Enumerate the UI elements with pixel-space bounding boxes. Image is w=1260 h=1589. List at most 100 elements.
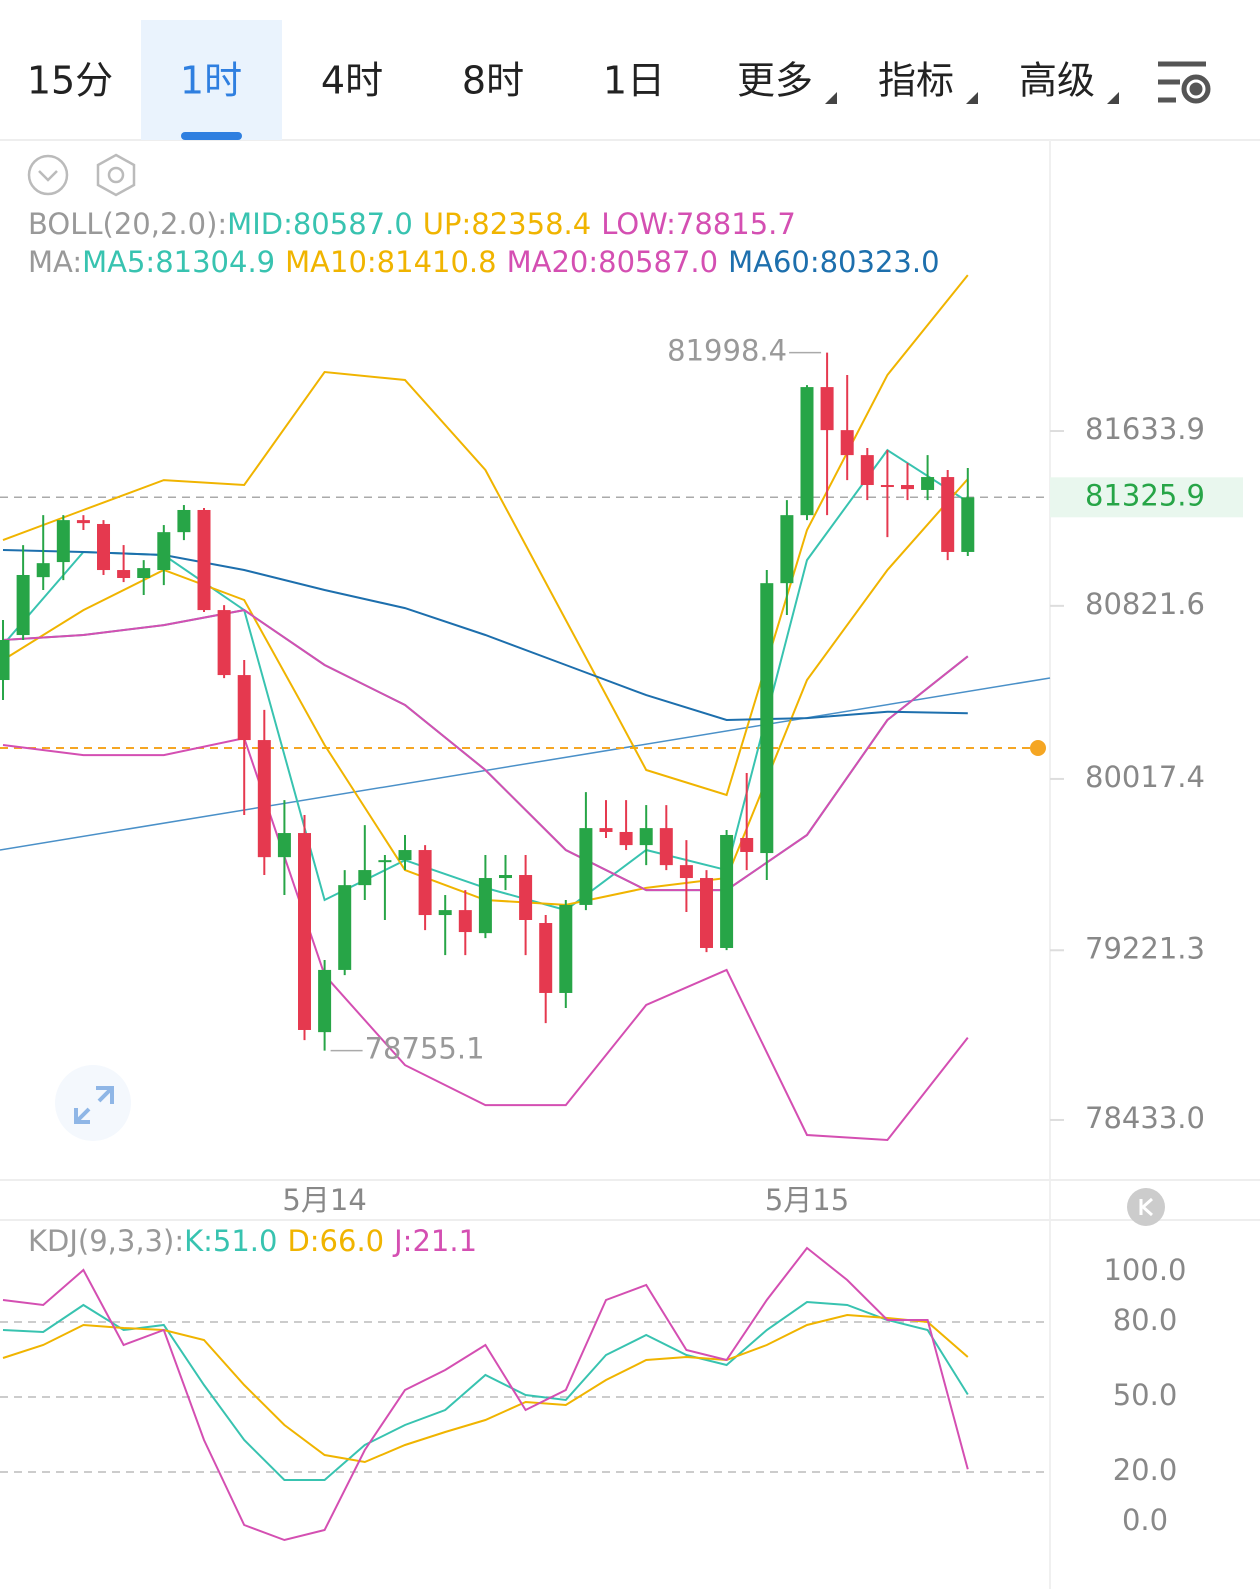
candle-body [237, 675, 251, 741]
candle-body [177, 509, 191, 533]
reset-icon [1139, 1197, 1153, 1217]
candle-body [0, 639, 10, 681]
candle-body [539, 923, 553, 993]
y-tick-label: 81633.9 [1085, 412, 1205, 446]
candle-body [318, 969, 332, 1033]
candle-body [760, 583, 774, 854]
candle-body [277, 833, 291, 858]
tab-label[interactable]: 8时 [462, 59, 524, 103]
legend-entry: K:51.0 [184, 1224, 277, 1258]
candle-body [117, 570, 131, 578]
y-tick-label: 78433.0 [1085, 1101, 1205, 1135]
candle-body [519, 875, 533, 920]
y-tick-label: 80821.6 [1085, 587, 1205, 621]
candle-body [720, 834, 734, 948]
candle-body [740, 837, 754, 852]
candle-body [398, 850, 412, 861]
candle-body [76, 520, 90, 524]
tab-label[interactable]: 4时 [321, 59, 383, 103]
tab-label[interactable]: 指标 [878, 59, 954, 103]
legend-entry: MA5:81304.9 [82, 245, 275, 279]
candle-body [499, 875, 513, 879]
max-label: 81998.4 [667, 334, 787, 368]
expand-button[interactable] [55, 1065, 131, 1141]
candle-body [559, 904, 573, 993]
candle-body [36, 563, 50, 578]
settings-hex-icon[interactable] [96, 153, 136, 197]
legend: BOLL(20,2.0):MID:80587.0 UP:82358.4 LOW:78… [28, 207, 796, 241]
candle-body [619, 831, 633, 846]
candle-body [679, 865, 693, 879]
y-tick-label: 80.0 [1113, 1303, 1178, 1337]
legend-title: BOLL(20,2.0): [28, 207, 227, 241]
candle-body [197, 509, 211, 611]
active-tab-bg [141, 20, 282, 140]
reset-button[interactable] [1127, 1188, 1165, 1226]
candle-body [941, 477, 955, 552]
legend-title: KDJ(9,3,3): [28, 1224, 184, 1258]
candle-body [579, 828, 593, 905]
candle-body [921, 477, 935, 490]
alert-dot[interactable] [1030, 740, 1046, 756]
y-tick-label: 50.0 [1113, 1378, 1178, 1412]
y-tick-label: 79221.3 [1085, 931, 1205, 965]
last-price-badge [1050, 477, 1243, 518]
x-tick-label: 5月15 [765, 1183, 849, 1217]
candle-body [639, 828, 653, 846]
indicator-line [2, 274, 969, 797]
candle-body [418, 850, 432, 916]
candle-body [458, 910, 472, 933]
candle-body [820, 387, 834, 431]
candle-body [438, 910, 452, 916]
indicator-line [2, 609, 969, 892]
tab-label[interactable]: 高级 [1019, 59, 1095, 103]
candle-body [378, 860, 392, 863]
candle-body [800, 387, 814, 516]
candle-body [780, 515, 794, 584]
indicator-line [2, 1300, 969, 1481]
candle-body [880, 485, 894, 488]
candle-body [56, 520, 70, 563]
tab-label[interactable]: 1日 [603, 59, 665, 103]
candle-body [298, 833, 312, 1030]
legend-entry: J:21.1 [392, 1224, 477, 1258]
tab-label[interactable]: 更多 [737, 59, 813, 103]
x-tick-label: 5月14 [282, 1183, 366, 1217]
candle-body [16, 574, 30, 636]
y-tick-label: 100.0 [1103, 1253, 1186, 1287]
candle-body [97, 523, 111, 571]
candle-body [478, 878, 492, 934]
candle-body [358, 870, 372, 886]
dropdown-indicator [825, 92, 837, 104]
legend-entry: MID:80587.0 [227, 207, 413, 241]
candle-body [257, 740, 271, 858]
last-price-label: 81325.9 [1085, 478, 1205, 512]
y-tick-label: 0.0 [1122, 1503, 1168, 1537]
legend-entry: LOW:78815.7 [601, 207, 796, 241]
candle-body [338, 885, 352, 970]
legend-entry: MA20:80587.0 [507, 245, 718, 279]
legend: KDJ(9,3,3):K:51.0 D:66.0 J:21.1 [28, 1224, 477, 1258]
collapse-chevron [38, 170, 58, 182]
settings-hex-dot [107, 166, 125, 184]
dropdown-indicator [966, 92, 978, 104]
tab-label[interactable]: 1时 [180, 59, 242, 103]
candle-body [860, 455, 874, 486]
collapse-icon[interactable] [27, 154, 69, 196]
tab-label[interactable]: 15分 [27, 59, 113, 103]
expand-icon [74, 1086, 114, 1124]
indicator-line [2, 1246, 969, 1542]
candle-body [217, 610, 231, 676]
candle-body [599, 828, 613, 832]
legend-entry: UP:82358.4 [423, 207, 591, 241]
dropdown-indicator [1107, 92, 1119, 104]
y-tick-label: 20.0 [1113, 1453, 1178, 1487]
candle-body [137, 568, 151, 578]
legend: MA:MA5:81304.9 MA10:81410.8 MA20:80587.0 MA… [28, 245, 940, 279]
candle-body [699, 878, 713, 948]
settings-icon[interactable] [1158, 61, 1211, 104]
legend-entry: D:66.0 [287, 1224, 384, 1258]
candle-body [659, 828, 673, 866]
